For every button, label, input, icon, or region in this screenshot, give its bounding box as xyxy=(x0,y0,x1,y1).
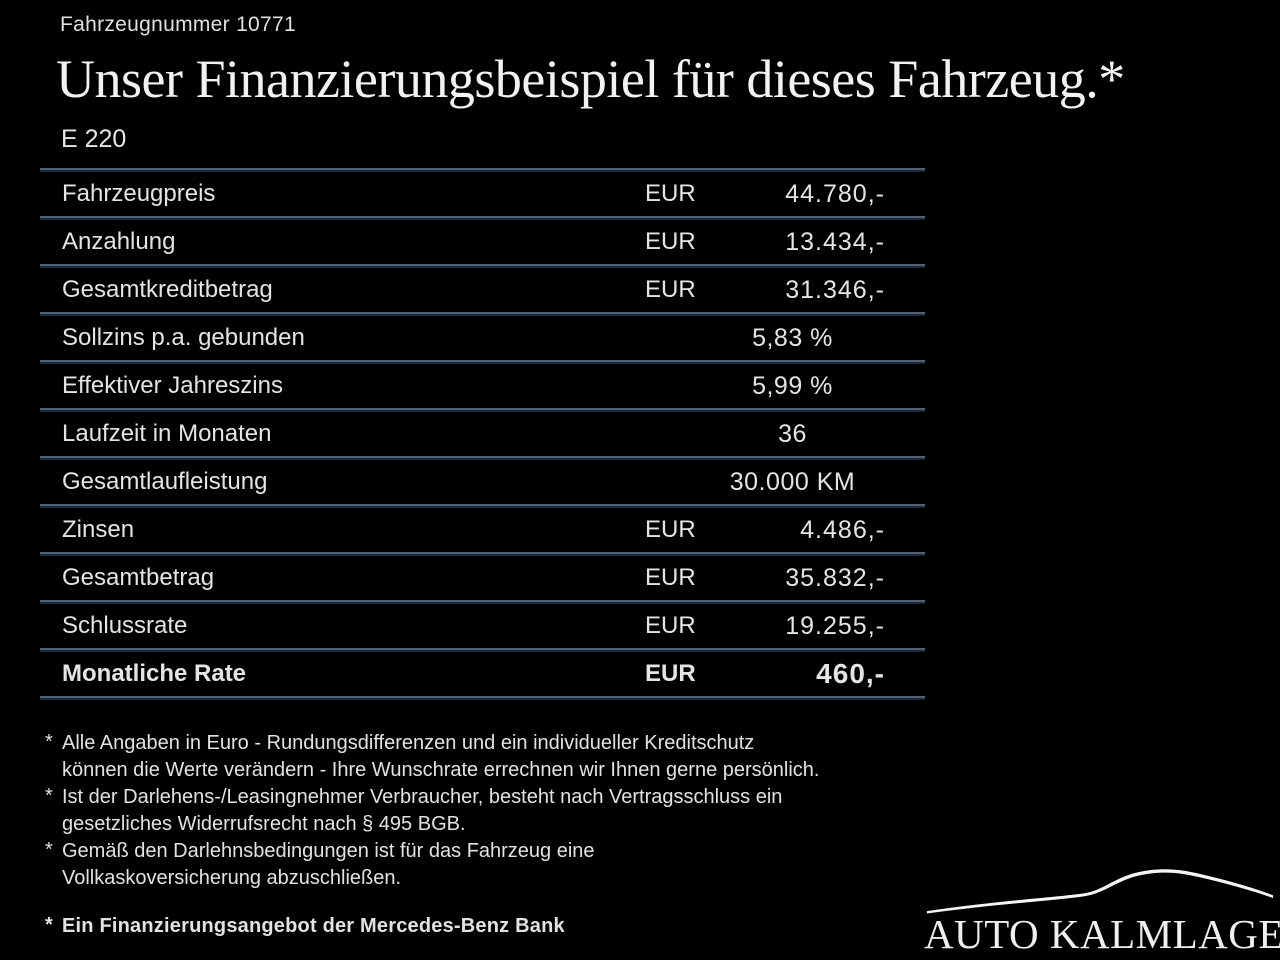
table-row: Effektiver Jahreszins 5,99 % xyxy=(40,364,925,408)
car-silhouette-icon xyxy=(926,869,1274,914)
footnotes-section: * Alle Angaben in Euro - Rundungsdiffere… xyxy=(45,730,965,940)
table-row: Zinsen EUR 4.486,- xyxy=(40,508,925,552)
row-currency: EUR xyxy=(645,180,696,207)
table-divider xyxy=(40,264,925,268)
table-divider xyxy=(40,408,925,412)
row-label: Laufzeit in Monaten xyxy=(62,420,272,447)
footnote-line: Vollkaskoversicherung abzuschließen. xyxy=(62,867,402,889)
row-value: 30.000 KM xyxy=(729,467,856,496)
footnote-line: Ist der Darlehens-/Leasingnehmer Verbrau… xyxy=(62,786,783,808)
dealer-logo: AUTO KALMLAGE xyxy=(924,864,1280,958)
finance-table: Fahrzeugpreis EUR 44.780,- Anzahlung EUR… xyxy=(40,168,925,700)
row-value: 460,- xyxy=(816,658,885,689)
table-row: Anzahlung EUR 13.434,- xyxy=(40,220,925,264)
row-currency: EUR xyxy=(645,228,696,255)
footnote-line: Ein Finanzierungsangebot der Mercedes-Be… xyxy=(62,915,565,937)
row-value: 44.780,- xyxy=(785,179,885,208)
table-divider xyxy=(40,600,925,604)
table-divider xyxy=(40,168,925,172)
table-row: Laufzeit in Monaten 36 xyxy=(40,412,925,456)
row-label: Anzahlung xyxy=(62,228,176,255)
footnote-marker: * xyxy=(45,914,53,936)
table-divider xyxy=(40,456,925,460)
table-divider xyxy=(40,696,925,700)
footnote-line: Gemäß den Darlehnsbedingungen ist für da… xyxy=(62,840,595,862)
vehicle-number: Fahrzeugnummer 10771 xyxy=(60,13,296,36)
footnote: * Alle Angaben in Euro - Rundungsdiffere… xyxy=(45,730,965,784)
table-divider xyxy=(40,360,925,364)
row-currency: EUR xyxy=(645,516,696,543)
row-label: Schlussrate xyxy=(62,612,188,639)
row-currency: EUR xyxy=(645,276,696,303)
row-currency: EUR xyxy=(645,612,696,639)
row-value: 5,83 % xyxy=(752,323,833,352)
table-divider xyxy=(40,216,925,220)
row-value: 36 xyxy=(778,419,807,448)
footnote-marker: * xyxy=(45,785,53,807)
row-label: Fahrzeugpreis xyxy=(62,180,216,207)
table-divider xyxy=(40,648,925,652)
footnote-line: können die Werte verändern - Ihre Wunsch… xyxy=(62,759,820,781)
table-row: Sollzins p.a. gebunden 5,83 % xyxy=(40,316,925,360)
row-label: Gesamtkreditbetrag xyxy=(62,276,273,303)
row-label: Effektiver Jahreszins xyxy=(62,372,283,399)
footnote-line: gesetzliches Widerrufsrecht nach § 495 B… xyxy=(62,813,466,835)
row-label: Gesamtlaufleistung xyxy=(62,468,268,495)
table-row: Fahrzeugpreis EUR 44.780,- xyxy=(40,172,925,216)
table-row: Gesamtlaufleistung 30.000 KM xyxy=(40,460,925,504)
row-label: Sollzins p.a. gebunden xyxy=(62,324,305,351)
row-label: Monatliche Rate xyxy=(62,660,247,687)
row-value: 35.832,- xyxy=(785,563,885,592)
footnote-text: Alle Angaben in Euro - Rundungsdifferenz… xyxy=(62,730,965,784)
footnote: * Ist der Darlehens-/Leasingnehmer Verbr… xyxy=(45,784,965,838)
row-label: Gesamtbetrag xyxy=(62,564,215,591)
table-row: Schlussrate EUR 19.255,- xyxy=(40,604,925,648)
table-row: Gesamtbetrag EUR 35.832,- xyxy=(40,556,925,600)
footnote-text: Gemäß den Darlehnsbedingungen ist für da… xyxy=(62,838,965,892)
footnote-marker: * xyxy=(45,731,53,753)
table-divider xyxy=(40,552,925,556)
footnote: * Gemäß den Darlehnsbedingungen ist für … xyxy=(45,838,965,892)
table-row: Monatliche Rate EUR 460,- xyxy=(40,652,925,696)
row-value: 4.486,- xyxy=(800,515,885,544)
footnote-line: Alle Angaben in Euro - Rundungsdifferenz… xyxy=(62,732,755,754)
row-value: 19.255,- xyxy=(785,611,885,640)
row-currency: EUR xyxy=(645,564,696,591)
row-currency: EUR xyxy=(645,660,696,687)
table-divider xyxy=(40,312,925,316)
row-value: 31.346,- xyxy=(785,275,885,304)
row-label: Zinsen xyxy=(62,516,135,543)
row-value: 13.434,- xyxy=(785,227,885,256)
footnote-marker: * xyxy=(45,839,53,861)
footnote: * Ein Finanzierungsangebot der Mercedes-… xyxy=(45,913,965,940)
row-value: 5,99 % xyxy=(752,371,833,400)
footnote-text: Ein Finanzierungsangebot der Mercedes-Be… xyxy=(62,913,965,940)
table-row: Gesamtkreditbetrag EUR 31.346,- xyxy=(40,268,925,312)
vehicle-model: E 220 xyxy=(61,125,127,153)
footnote-text: Ist der Darlehens-/Leasingnehmer Verbrau… xyxy=(62,784,965,838)
page-title: Unser Finanzierungsbeispiel für dieses F… xyxy=(56,49,1125,109)
dealer-name: AUTO KALMLAGE xyxy=(924,911,1280,957)
table-divider xyxy=(40,504,925,508)
